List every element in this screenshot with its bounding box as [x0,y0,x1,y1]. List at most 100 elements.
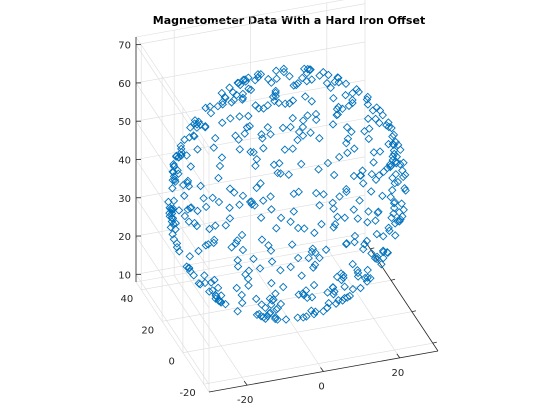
data-point [258,134,267,143]
data-point [256,213,266,222]
data-point [169,159,178,169]
data-point [384,223,393,233]
data-point [251,294,261,304]
data-point [400,184,409,193]
data-point [391,137,400,147]
data-point [226,114,235,123]
data-point [237,298,247,308]
data-point [399,205,408,215]
data-point [293,223,303,233]
grid-line [135,274,210,385]
data-point [257,130,266,139]
data-point [367,249,376,258]
z-tick-label: 40 [118,156,131,167]
data-point [363,100,373,109]
grid-line [135,235,210,347]
data-point [377,260,386,269]
data-point [298,116,308,125]
data-point [389,209,398,218]
data-point [232,283,241,293]
data-point [186,203,196,212]
data-point [329,170,339,180]
data-point [242,123,252,132]
data-point [328,198,337,208]
data-point [213,283,223,293]
data-point [180,191,189,200]
data-point [183,176,193,186]
data-point [389,140,399,149]
data-point [167,217,177,226]
data-point [239,75,248,85]
data-point [330,77,340,86]
data-point [214,197,224,207]
data-point [347,127,356,137]
data-point [276,169,285,178]
data-point [396,145,405,155]
data-point [273,303,282,313]
data-point [233,78,242,88]
data-point [211,133,220,143]
data-point [382,247,392,257]
data-point [372,229,382,239]
data-point [281,315,291,324]
data-point [235,200,244,210]
data-point [253,70,263,79]
data-point [238,89,248,99]
data-point [266,130,275,139]
data-point [259,143,268,153]
data-point [334,77,344,87]
data-point [231,131,240,140]
grid-line [173,275,248,386]
data-point [328,120,338,129]
data-point [221,221,231,230]
data-point [353,268,363,278]
data-point [237,290,247,300]
data-point [252,310,262,320]
data-point [193,206,202,216]
data-point [296,159,306,169]
grid-line [135,82,210,194]
data-point [353,272,363,281]
data-point [240,75,250,84]
x-tick-label: 0 [318,382,324,393]
y-tick-mark [370,247,375,250]
data-point [245,197,255,207]
data-point [263,74,273,84]
data-point [169,204,178,214]
data-point [171,152,181,161]
data-point [244,281,253,290]
data-point [375,118,384,128]
data-point [378,191,387,201]
data-point [273,315,282,324]
data-point [238,95,247,104]
data-point [183,178,192,188]
data-point [267,205,276,214]
data-point [382,120,391,130]
data-point [338,296,347,305]
data-point [238,191,248,201]
data-point [204,240,213,249]
x-tick-mark [396,353,401,359]
data-point [363,218,372,227]
data-point [225,83,234,92]
data-point [211,221,220,230]
y-tick-label: 20 [141,325,154,336]
data-point [167,204,177,214]
data-point [235,145,245,154]
data-point [216,297,225,306]
data-point [342,123,352,132]
data-point [310,260,320,269]
data-point [364,134,374,144]
data-point [401,186,410,195]
data-point [175,247,184,256]
data-point [244,84,253,94]
z-tick-label: 60 [118,79,131,90]
y-tick-label: 0 [169,357,175,368]
data-point [294,187,303,197]
data-point [286,262,295,272]
data-point [307,306,316,315]
data-point [214,173,223,183]
data-point [326,83,335,93]
data-point [233,256,242,265]
data-point [364,207,373,216]
